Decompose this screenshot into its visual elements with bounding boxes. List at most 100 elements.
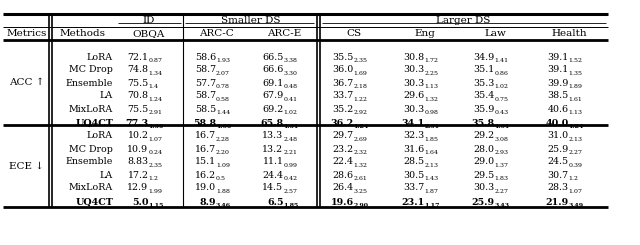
Text: ACC ↑: ACC ↑ xyxy=(9,78,44,87)
Text: Smaller DS: Smaller DS xyxy=(221,16,280,25)
Text: 34.1: 34.1 xyxy=(401,119,424,127)
Text: 35.1: 35.1 xyxy=(473,65,495,74)
Text: 1.93: 1.93 xyxy=(216,58,230,63)
Text: 67.9: 67.9 xyxy=(262,91,284,100)
Text: 34.9: 34.9 xyxy=(473,52,495,61)
Text: 39.1: 39.1 xyxy=(547,52,568,61)
Text: 1.07: 1.07 xyxy=(148,137,163,142)
Text: Ensemble: Ensemble xyxy=(66,158,113,167)
Text: 2.27: 2.27 xyxy=(568,150,582,155)
Text: 40.6: 40.6 xyxy=(547,105,568,113)
Text: 0.75: 0.75 xyxy=(495,97,509,102)
Text: 3.49: 3.49 xyxy=(568,203,584,208)
Text: 33.7: 33.7 xyxy=(403,184,424,193)
Text: 23.2: 23.2 xyxy=(332,145,353,154)
Text: 35.3: 35.3 xyxy=(473,78,495,87)
Text: 0.48: 0.48 xyxy=(284,84,298,89)
Text: 30.3: 30.3 xyxy=(403,105,424,113)
Text: 1.85: 1.85 xyxy=(424,137,438,142)
Text: 0.86: 0.86 xyxy=(495,71,508,76)
Text: UQ4CT: UQ4CT xyxy=(75,197,113,207)
Text: 30.3: 30.3 xyxy=(403,65,424,74)
Text: 23.1: 23.1 xyxy=(401,197,424,207)
Text: 1.4: 1.4 xyxy=(148,84,159,89)
Text: 2.35: 2.35 xyxy=(148,163,163,168)
Text: 1.15: 1.15 xyxy=(148,203,164,208)
Text: Law: Law xyxy=(484,29,506,38)
Text: Larger DS: Larger DS xyxy=(436,16,490,25)
Text: 1.41: 1.41 xyxy=(495,58,509,63)
Text: 3.08: 3.08 xyxy=(495,137,509,142)
Text: 1.69: 1.69 xyxy=(353,71,367,76)
Text: 1.13: 1.13 xyxy=(568,110,582,115)
Text: LoRA: LoRA xyxy=(87,132,113,140)
Text: 2.25: 2.25 xyxy=(424,71,438,76)
Text: 3.38: 3.38 xyxy=(284,58,298,63)
Text: 19.0: 19.0 xyxy=(195,184,216,193)
Text: 29.6: 29.6 xyxy=(403,91,424,100)
Text: 75.5: 75.5 xyxy=(127,78,148,87)
Text: 1.34: 1.34 xyxy=(148,71,163,76)
Text: OBQA: OBQA xyxy=(133,29,165,38)
Text: 24.4: 24.4 xyxy=(262,171,284,180)
Text: 2.69: 2.69 xyxy=(353,137,367,142)
Text: 74.8: 74.8 xyxy=(127,65,148,74)
Text: 3.46: 3.46 xyxy=(216,203,231,208)
Text: 72.1: 72.1 xyxy=(127,52,148,61)
Text: 2.31: 2.31 xyxy=(424,124,440,129)
Text: 2.35: 2.35 xyxy=(353,58,367,63)
Text: 69.1: 69.1 xyxy=(262,78,284,87)
Text: 8.9: 8.9 xyxy=(200,197,216,207)
Text: 36.7: 36.7 xyxy=(332,78,353,87)
Text: 35.2: 35.2 xyxy=(332,105,353,113)
Text: 58.7: 58.7 xyxy=(195,91,216,100)
Text: LA: LA xyxy=(100,91,113,100)
Text: 2.18: 2.18 xyxy=(353,84,367,89)
Text: 1.06: 1.06 xyxy=(216,124,231,129)
Text: 1.22: 1.22 xyxy=(353,97,367,102)
Text: 1.52: 1.52 xyxy=(568,58,582,63)
Text: 28.0: 28.0 xyxy=(474,145,495,154)
Text: 2.27: 2.27 xyxy=(495,189,509,194)
Text: 2.91: 2.91 xyxy=(148,110,163,115)
Text: 30.3: 30.3 xyxy=(473,184,495,193)
Text: 1.87: 1.87 xyxy=(424,189,438,194)
Text: 0.42: 0.42 xyxy=(284,176,298,181)
Text: MC Drop: MC Drop xyxy=(69,145,113,154)
Text: 1.32: 1.32 xyxy=(353,163,367,168)
Text: 65.8: 65.8 xyxy=(260,119,284,127)
Text: 2.93: 2.93 xyxy=(495,150,509,155)
Text: ARC-E: ARC-E xyxy=(267,29,301,38)
Text: CS: CS xyxy=(346,29,362,38)
Text: 1.61: 1.61 xyxy=(568,97,582,102)
Text: ECE ↓: ECE ↓ xyxy=(9,161,44,171)
Text: Ensemble: Ensemble xyxy=(66,78,113,87)
Text: 30.7: 30.7 xyxy=(547,171,568,180)
Text: 0.98: 0.98 xyxy=(424,110,438,115)
Text: 1.32: 1.32 xyxy=(424,97,438,102)
Text: 2.57: 2.57 xyxy=(284,189,298,194)
Text: 36.2: 36.2 xyxy=(330,119,353,127)
Text: MixLoRA: MixLoRA xyxy=(68,105,113,113)
Text: 1.31: 1.31 xyxy=(284,124,299,129)
Text: 70.8: 70.8 xyxy=(127,91,148,100)
Text: 13.3: 13.3 xyxy=(262,132,284,140)
Text: 16.7: 16.7 xyxy=(195,145,216,154)
Text: 1.72: 1.72 xyxy=(424,58,438,63)
Text: 21.9: 21.9 xyxy=(545,197,568,207)
Text: 29.7: 29.7 xyxy=(332,132,353,140)
Text: 24.5: 24.5 xyxy=(547,158,568,167)
Text: 16.2: 16.2 xyxy=(195,171,216,180)
Text: 30.3: 30.3 xyxy=(403,78,424,87)
Text: 29.0: 29.0 xyxy=(474,158,495,167)
Text: 2.90: 2.90 xyxy=(353,203,369,208)
Text: Methods: Methods xyxy=(60,29,106,38)
Text: 1.44: 1.44 xyxy=(216,110,230,115)
Text: 5.0: 5.0 xyxy=(132,197,148,207)
Text: Eng: Eng xyxy=(415,29,435,38)
Text: 0.58: 0.58 xyxy=(216,97,230,102)
Text: 0.24: 0.24 xyxy=(148,150,163,155)
Text: 32.3: 32.3 xyxy=(403,132,424,140)
Text: UQ4CT: UQ4CT xyxy=(75,119,113,127)
Text: 10.9: 10.9 xyxy=(127,145,148,154)
